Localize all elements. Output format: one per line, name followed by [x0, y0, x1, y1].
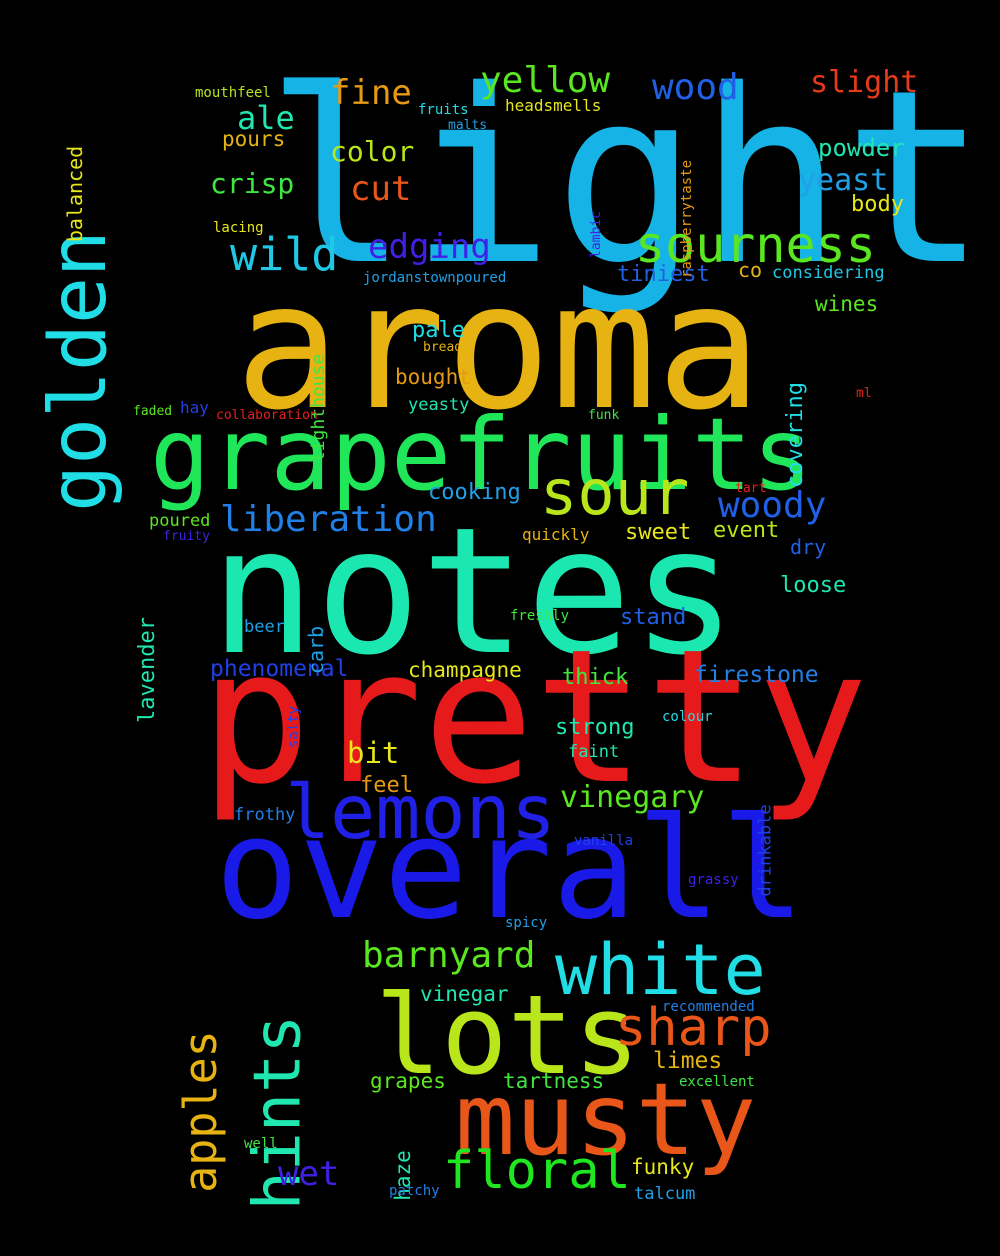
word-golden: golden	[34, 229, 125, 512]
word-loose: loose	[780, 573, 847, 598]
word-lots: lots	[375, 971, 640, 1099]
word-body: body	[851, 192, 904, 217]
word-grapefruits: grapefruits	[150, 396, 813, 513]
word-color: color	[330, 135, 415, 168]
word-firestone: firestone	[694, 662, 819, 688]
word-grassy: grassy	[688, 872, 739, 888]
word-wines: wines	[815, 292, 879, 316]
word-carb: carb	[303, 625, 328, 675]
word-musty: musty	[455, 1061, 757, 1178]
word-notes: notes	[210, 491, 737, 694]
word-sharp: sharp	[615, 998, 772, 1058]
word-pale: pale	[412, 318, 465, 343]
word-hay: hay	[180, 398, 209, 417]
word-floral: floral	[443, 1141, 631, 1201]
word-cooking: cooking	[428, 480, 521, 505]
word-collaboration: collaboration	[216, 408, 318, 423]
word-balanced: balanced	[62, 145, 87, 243]
word-colour: colour	[662, 709, 713, 725]
word-limes: limes	[653, 1048, 723, 1074]
word-yellow: yellow	[480, 60, 611, 101]
word-lavender: lavender	[135, 617, 160, 723]
word-fruity: fruity	[163, 529, 210, 544]
word-patchy: patchy	[389, 1183, 440, 1199]
word-faint: faint	[568, 742, 620, 762]
word-thick: thick	[562, 665, 629, 690]
word-salty: salty	[286, 706, 302, 749]
word-ml: ml	[856, 386, 872, 401]
word-covering: covering	[783, 382, 808, 488]
word-fruits: fruits	[418, 102, 469, 118]
word-liberation: liberation	[220, 499, 437, 540]
word-bought: bought	[395, 365, 471, 389]
word-frothy: frothy	[234, 805, 296, 825]
word-grapes: grapes	[370, 1069, 446, 1093]
word-bready: bready	[423, 340, 470, 355]
word-wild: wild	[230, 228, 339, 281]
word-bit: bit	[347, 736, 400, 770]
word-pretty: pretty	[200, 609, 869, 825]
word-excellent: excellent	[679, 1074, 755, 1090]
word-faded: faded	[133, 404, 173, 419]
word-strong: strong	[555, 715, 635, 740]
word-quickly: quickly	[522, 525, 590, 544]
word-funk: funk	[588, 408, 620, 423]
word-tartness: tartness	[503, 1069, 605, 1093]
word-light: light	[265, 38, 988, 318]
word-white: white	[555, 929, 766, 1011]
word-funky: funky	[631, 1155, 695, 1179]
word-aroma: aroma	[235, 246, 762, 449]
word-yeasty: yeasty	[408, 395, 470, 415]
word-yeast: yeast	[798, 163, 889, 198]
word-drinkable: drinkable	[756, 804, 776, 897]
word-recommended: recommended	[662, 999, 755, 1015]
word-apples: apples	[174, 1030, 227, 1193]
word-pours: pours	[222, 127, 286, 151]
word-headsmells: headsmells	[505, 96, 602, 115]
word-mouthfeel: mouthfeel	[195, 85, 271, 101]
word-jordanstownpoured: jordanstownpoured	[363, 270, 507, 286]
word-vinegar: vinegar	[420, 982, 509, 1006]
word-vanilla: vanilla	[574, 833, 634, 849]
word-tiniest: tiniest	[617, 262, 710, 287]
word-malts: malts	[448, 118, 488, 133]
word-considering: considering	[772, 263, 885, 283]
word-vinegary: vinegary	[560, 780, 705, 815]
word-crisp: crisp	[210, 167, 295, 200]
word-woody: woody	[718, 485, 827, 526]
word-sweet: sweet	[625, 520, 692, 545]
word-feel: feel	[360, 773, 413, 798]
word-phenomenal: phenomenal	[210, 656, 349, 682]
word-fine: fine	[330, 73, 412, 113]
word-raspberrytaste: raspberrytaste	[678, 159, 695, 279]
word-slight: slight	[810, 65, 919, 100]
word-co: co	[738, 258, 763, 282]
word-wood: wood	[652, 67, 739, 108]
word-cut: cut	[350, 169, 412, 209]
word-champagne: champagne	[408, 658, 522, 682]
word-event: event	[713, 518, 780, 543]
word-overall: overall	[215, 788, 806, 951]
word-poured: poured	[149, 511, 211, 531]
word-spicy: spicy	[505, 915, 548, 931]
word-beer: beer	[244, 617, 285, 637]
word-powder: powder	[818, 134, 905, 162]
word-well: well	[244, 1136, 278, 1152]
word-ale: ale	[237, 99, 295, 137]
word-sourness: sourness	[635, 216, 876, 274]
word-lambic: lambic	[589, 211, 604, 258]
word-freshly: freshly	[510, 608, 570, 624]
word-dry: dry	[790, 535, 827, 559]
word-stand: stand	[620, 605, 687, 630]
word-talcum: talcum	[634, 1184, 696, 1204]
word-barnyard: barnyard	[362, 935, 536, 976]
word-sour: sour	[540, 456, 690, 529]
word-tart: tart	[735, 481, 767, 496]
word-lemons: lemons	[285, 768, 556, 856]
word-wet: wet	[278, 1154, 340, 1194]
word-edging: edging	[368, 227, 491, 267]
word-lacing: lacing	[213, 220, 264, 236]
